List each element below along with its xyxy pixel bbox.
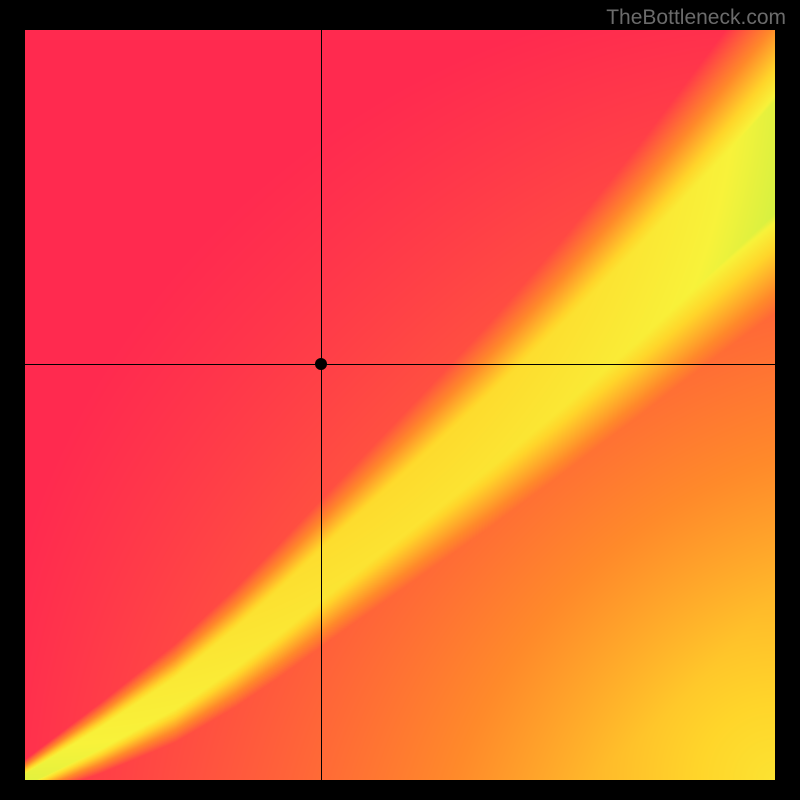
heatmap-canvas [25, 30, 775, 780]
plot-area [25, 30, 775, 780]
crosshair-horizontal [25, 364, 775, 365]
watermark-text: TheBottleneck.com [606, 6, 786, 30]
crosshair-marker [315, 358, 327, 370]
crosshair-vertical [321, 30, 322, 780]
